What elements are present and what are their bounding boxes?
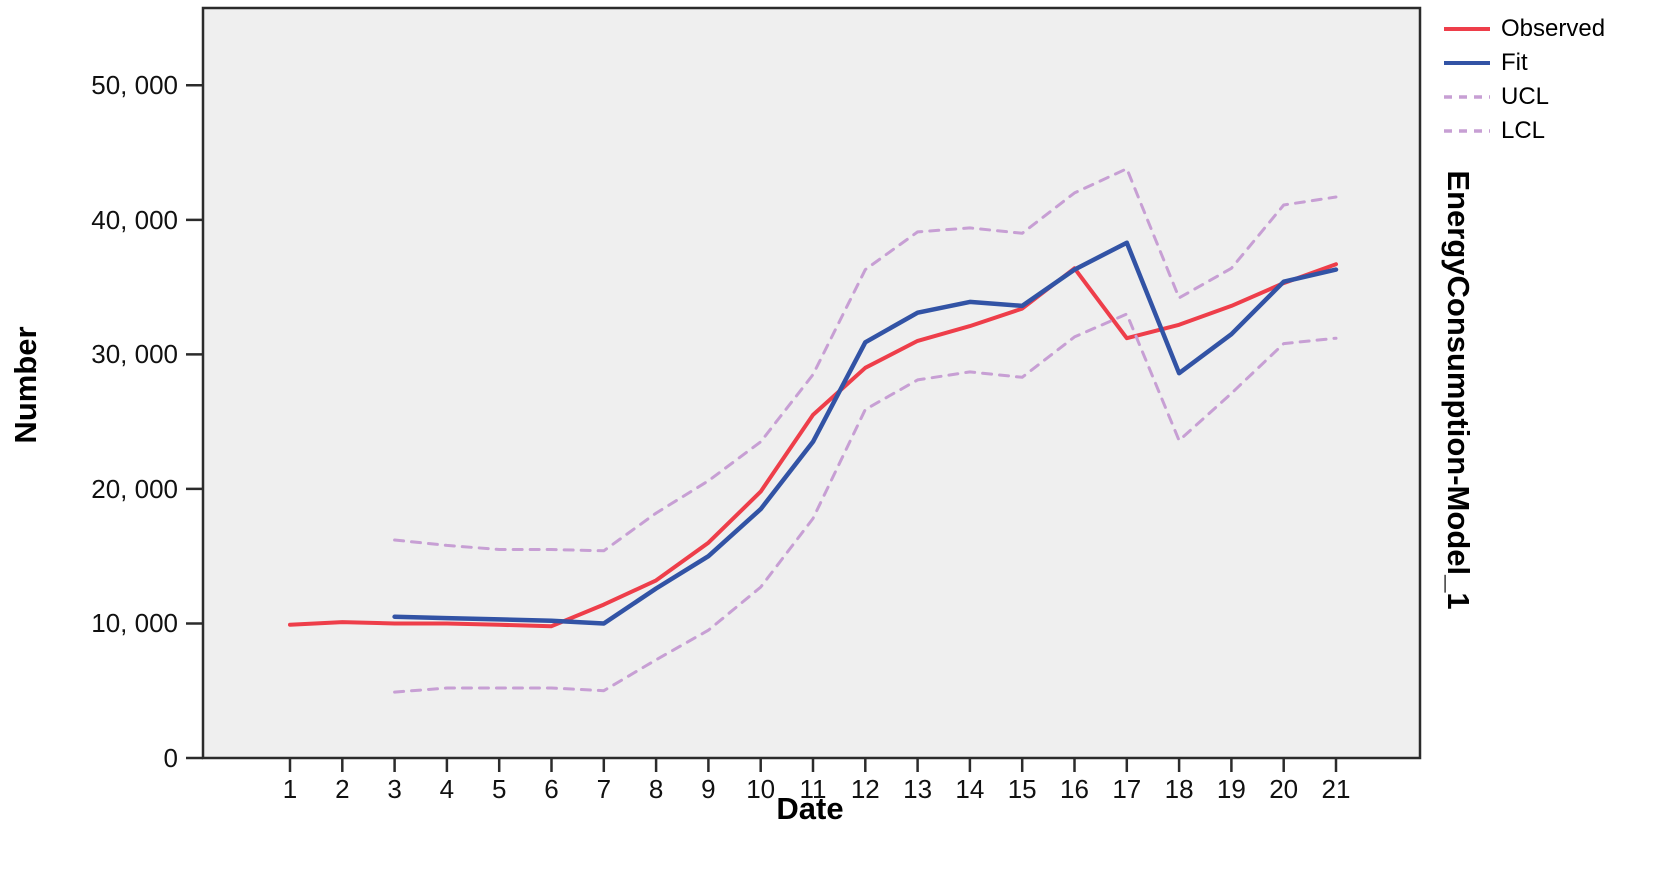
x-tick-label: 9 — [701, 774, 716, 804]
y-tick-label: 0 — [163, 743, 178, 773]
legend-swatch-fit — [1444, 61, 1490, 65]
legend-label: Observed — [1501, 15, 1606, 42]
x-tick-label: 1 — [282, 774, 298, 804]
ucl-line — [393, 167, 1338, 553]
x-tick-label: 21 — [1321, 774, 1351, 804]
x-tick-label: 14 — [955, 774, 985, 804]
legend-item-ucl: UCL — [1443, 80, 1605, 114]
x-tick-label: 10 — [746, 774, 776, 804]
y-tick-label: 10, 000 — [91, 608, 178, 639]
legend-label: Fit — [1501, 49, 1528, 76]
legend-item-observed: Observed — [1443, 12, 1605, 46]
legend-swatch-observed — [1444, 27, 1490, 31]
x-tick-label: 2 — [335, 774, 350, 804]
x-tick-label: 12 — [850, 774, 880, 804]
x-axis-title: Date — [776, 791, 844, 826]
y-axis-title: Number — [8, 326, 43, 444]
x-tick-label: 5 — [491, 774, 507, 804]
x-tick-label: 3 — [387, 774, 402, 804]
x-tick-label: 4 — [439, 774, 455, 804]
legend-label: UCL — [1501, 83, 1550, 110]
x-tick-label: 16 — [1060, 774, 1089, 804]
legend-swatch-lcl — [1444, 129, 1490, 133]
x-tick-label: 18 — [1164, 774, 1194, 804]
y-tick-label: 30, 000 — [91, 339, 178, 370]
x-tick-label: 17 — [1112, 774, 1142, 804]
y-tick-label: 40, 000 — [91, 204, 178, 235]
x-tick-label: 20 — [1269, 774, 1299, 804]
x-tick-label: 13 — [903, 774, 933, 804]
x-tick-label: 6 — [544, 774, 559, 804]
plot-panel — [201, 6, 1422, 760]
legend-label: LCL — [1501, 117, 1546, 144]
lcl-line — [393, 312, 1338, 694]
y-tick-label: 20, 000 — [91, 473, 178, 504]
x-tick-label: 19 — [1216, 774, 1246, 804]
y-tick-label: 50, 000 — [91, 70, 178, 101]
x-tick-label: 11 — [799, 774, 827, 804]
legend-swatch-ucl — [1444, 95, 1490, 99]
legend-item-fit: Fit — [1443, 46, 1605, 80]
legend-item-lcl: LCL — [1443, 114, 1605, 148]
x-tick-label: 7 — [596, 774, 612, 804]
model-label: EnergyConsumption-Model_1 — [1441, 170, 1476, 610]
legend: Observed Fit UCL LCL — [1443, 12, 1605, 148]
x-tick-label: 15 — [1007, 774, 1037, 804]
x-tick-label: 8 — [648, 774, 664, 804]
fit-line — [392, 240, 1339, 626]
